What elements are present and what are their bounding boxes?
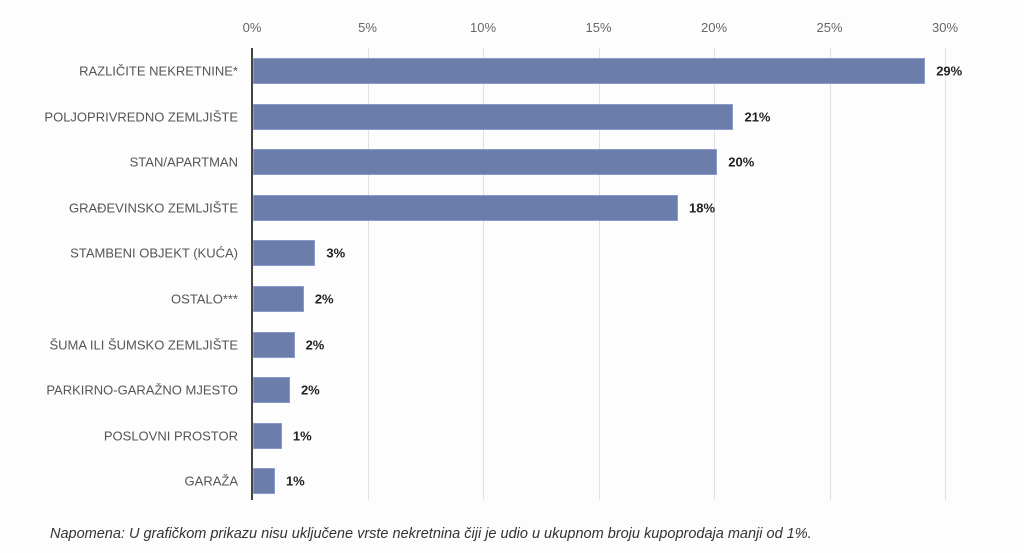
grid-line (483, 48, 484, 500)
data-label: 1% (292, 428, 312, 444)
data-label: 3% (326, 245, 346, 261)
category-label: STAMBENI OBJEKT (KUĆA) (70, 245, 238, 261)
grid-line (829, 48, 831, 500)
category-label: ŠUMA ILI ŠUMSKO ZEMLJIŠTE (49, 337, 238, 353)
x-tick-label: 10% (469, 20, 497, 35)
category-label: RAZLIČITE NEKRETNINE* (79, 63, 238, 79)
data-label: 2% (314, 291, 334, 307)
data-label: 18% (689, 200, 716, 216)
grid-line (598, 48, 600, 500)
category-label: OSTALO*** (171, 291, 238, 307)
bar (253, 149, 718, 176)
grid-line (367, 48, 369, 500)
category-label: PARKIRNO-GARAŽNO MJESTO (46, 382, 238, 398)
bar (253, 468, 275, 495)
category-label: POSLOVNI PROSTOR (103, 428, 238, 444)
x-tick-label: 15% (585, 20, 612, 35)
data-label: 20% (728, 154, 755, 170)
data-label: 2% (300, 382, 320, 398)
bar (253, 103, 734, 130)
bar (253, 377, 290, 404)
x-tick-label: 5% (358, 20, 377, 35)
x-tick-label: 30% (931, 20, 959, 35)
chart-note: Napomena: U grafičkom prikazu nisu uklju… (50, 526, 812, 542)
bar (253, 331, 295, 358)
category-label: STAN/APARTMAN (129, 154, 238, 170)
data-label: 21% (744, 109, 771, 125)
category-label: GRAĐEVINSKO ZEMLJIŠTE (68, 200, 238, 216)
x-tick-label: 25% (816, 20, 843, 35)
data-label: 2% (305, 337, 325, 353)
y-axis-line (251, 48, 253, 500)
data-label: 1% (285, 473, 305, 489)
bar (253, 240, 316, 267)
bar (253, 422, 282, 449)
x-tick-label: 0% (242, 20, 262, 35)
data-label: 29% (936, 63, 963, 79)
bar (253, 194, 679, 221)
category-label: GARAŽA (184, 473, 238, 489)
grid-line (714, 48, 715, 500)
bar (253, 58, 926, 84)
x-tick-label: 20% (700, 20, 728, 35)
grid-line (945, 48, 946, 500)
category-label: POLJOPRIVREDNO ZEMLJIŠTE (44, 109, 238, 125)
bar (253, 286, 304, 312)
